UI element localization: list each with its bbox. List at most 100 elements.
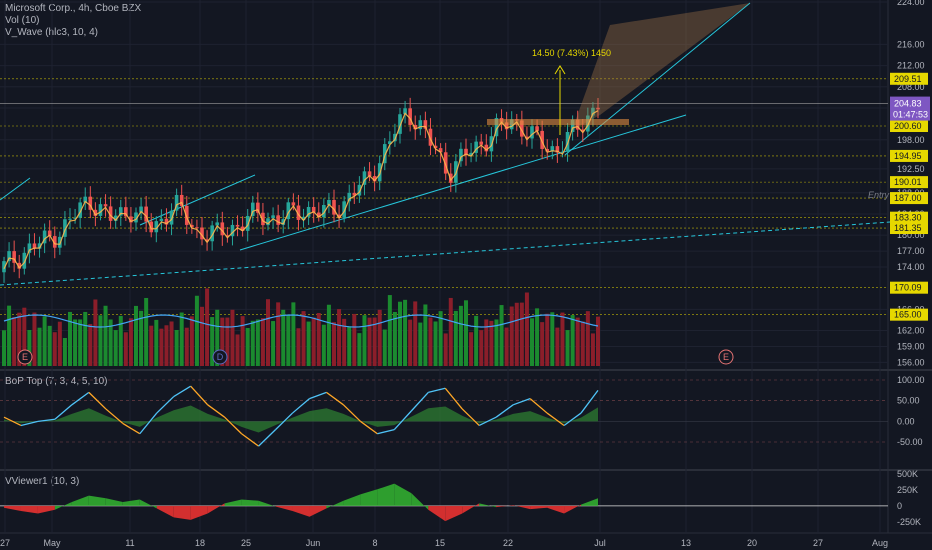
volume-bar — [32, 312, 37, 366]
candle-body — [58, 236, 62, 248]
price-tick: 180.00 — [897, 230, 925, 240]
volume-bar — [524, 292, 529, 366]
vv-area-segment — [241, 499, 259, 506]
volume-bar — [184, 327, 189, 366]
volume-bar — [352, 313, 357, 366]
event-marker-text: E — [723, 352, 729, 362]
time-tick: 15 — [435, 538, 445, 548]
vol-label[interactable]: Vol (10) — [5, 15, 40, 26]
volume-bar — [174, 329, 179, 366]
candle-body — [479, 141, 484, 145]
symbol-line[interactable]: Microsoft Corp., 4h, Cboe BZX — [5, 3, 142, 14]
volume-bar — [489, 320, 494, 366]
candle-body — [179, 194, 184, 206]
candle-body — [230, 224, 235, 237]
candle-body — [291, 202, 296, 206]
measure-label: 14.50 (7.43%) 1450 — [532, 48, 611, 58]
volume-bar — [540, 322, 545, 366]
volume-bar — [590, 333, 595, 366]
volume-bar — [205, 288, 210, 366]
vv-area-segment — [445, 505, 463, 522]
candle-body — [266, 218, 270, 226]
grid — [0, 0, 932, 534]
candle-body — [108, 206, 113, 221]
candle-body — [225, 235, 230, 237]
vv-area-segment — [411, 493, 429, 510]
vv-area-segment — [496, 505, 514, 508]
candle-body — [372, 176, 377, 182]
volume-bar — [200, 306, 204, 366]
vv-area-segment — [581, 498, 598, 506]
candle-body — [210, 225, 214, 242]
forecast-cone — [572, 3, 750, 130]
candle-body — [113, 215, 118, 221]
vv-area-segment — [547, 505, 565, 514]
price-tick: 208.00 — [897, 82, 925, 92]
vv-area-segment — [139, 499, 157, 509]
overlays: 14.50 (7.43%) 1450 Entry E D E — [3, 3, 890, 365]
level-tag — [890, 222, 928, 235]
volume-bar — [154, 319, 159, 366]
volume-bar — [514, 302, 519, 366]
time-tick: 22 — [503, 538, 513, 548]
candle-body — [448, 173, 453, 183]
volume-bar — [357, 333, 362, 366]
volume-bar — [326, 304, 331, 366]
volume-bar — [367, 317, 372, 366]
bop-line-segment — [563, 412, 582, 426]
vv-area-segment — [37, 505, 55, 514]
volume-bar — [52, 332, 57, 366]
candle-body — [530, 126, 534, 139]
level-tag — [890, 192, 928, 205]
bop-tick: -50.00 — [897, 437, 923, 447]
volume-bar — [484, 319, 489, 366]
price-tick: 159.00 — [897, 341, 925, 351]
volume-bar — [128, 318, 133, 366]
candle-body — [403, 108, 407, 115]
volume-bar — [17, 312, 22, 366]
volume-bar — [225, 317, 230, 366]
volume-bar — [88, 323, 93, 366]
volume-bar — [535, 308, 540, 366]
bop-line-segment — [478, 416, 497, 427]
candle-body — [301, 216, 306, 220]
bop-label[interactable]: BoP Top (7, 3, 4, 5, 10) — [5, 376, 108, 387]
volume-bar — [408, 319, 413, 366]
current-price-text: 204.83 — [894, 99, 922, 109]
candle-body — [459, 148, 463, 162]
candle-body — [159, 218, 164, 222]
level-tag — [890, 281, 928, 294]
volume-bar — [47, 325, 52, 366]
volume-bar — [337, 309, 342, 366]
candle-body — [347, 192, 352, 202]
trendlines — [0, 2, 891, 286]
volume-bar — [108, 319, 113, 366]
candle-body — [520, 120, 524, 137]
vviewer-label[interactable]: VViewer1 (10, 3) — [5, 476, 80, 487]
bop-line-segment — [173, 385, 192, 398]
volume-bar — [306, 321, 311, 366]
vv-area-segment — [122, 499, 140, 506]
level-tag-text: 183.30 — [894, 213, 922, 223]
candle-body — [433, 145, 438, 149]
candle-body — [484, 144, 489, 152]
volume-bar — [210, 317, 215, 366]
candle-body — [47, 230, 52, 237]
candle-body — [362, 171, 367, 185]
candle-body — [408, 108, 412, 125]
bop-line-segment — [241, 433, 259, 447]
candle-body — [342, 201, 346, 218]
bop-line-segment — [224, 416, 243, 435]
candle-body — [560, 151, 565, 153]
candles — [2, 97, 600, 283]
volume-bar — [504, 327, 509, 366]
volume-bar — [189, 316, 194, 366]
volume-bar — [428, 317, 433, 366]
volume-bar — [281, 309, 286, 366]
candle-body — [17, 262, 22, 269]
trendline — [0, 177, 31, 201]
trendline — [239, 114, 687, 251]
candle-body — [12, 251, 16, 263]
vv-area-segment — [20, 505, 38, 514]
